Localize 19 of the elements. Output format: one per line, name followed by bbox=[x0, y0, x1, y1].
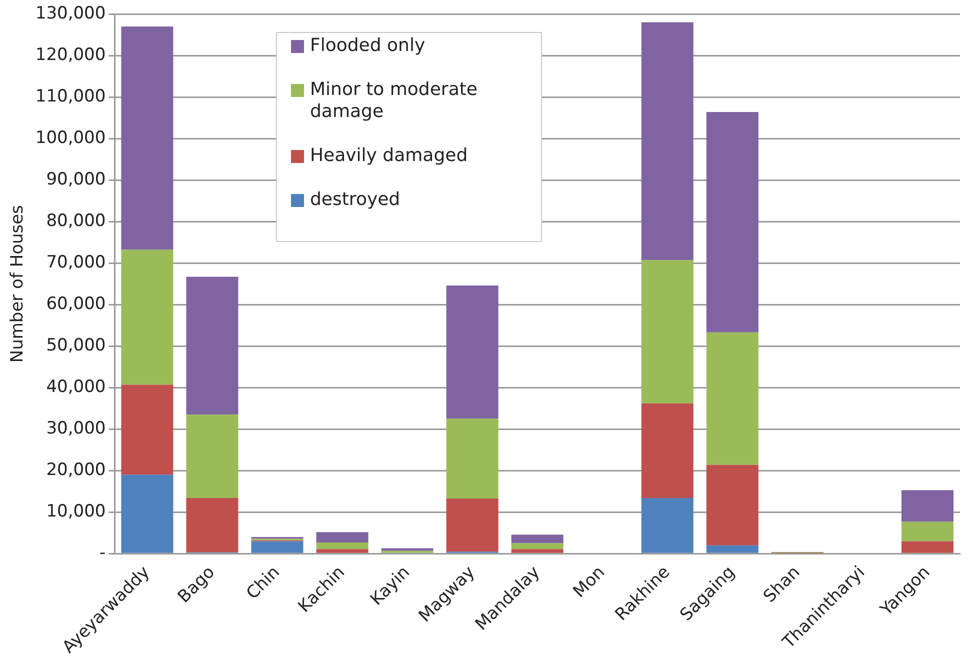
y-tick-label: 30,000 bbox=[46, 418, 106, 439]
y-tick-label: 80,000 bbox=[46, 210, 106, 231]
y-tick-label: 50,000 bbox=[46, 336, 106, 356]
y-tick-label: 130,000 bbox=[35, 3, 106, 24]
y-tick-label: 10,000 bbox=[46, 502, 106, 522]
legend-label: destroyed bbox=[310, 189, 400, 211]
y-tick-label: 40,000 bbox=[46, 377, 106, 398]
y-tick-label: 70,000 bbox=[46, 252, 106, 272]
y-tick-label: 120,000 bbox=[35, 44, 106, 65]
legend-label: Heavily damaged bbox=[310, 145, 468, 167]
y-tick-label: 20,000 bbox=[46, 460, 106, 480]
y-tick-label: 90,000 bbox=[46, 169, 106, 190]
y-tick-label: - bbox=[100, 543, 106, 564]
legend-label: Minor to moderate damage bbox=[310, 79, 478, 123]
y-tick-label: 60,000 bbox=[46, 294, 106, 314]
y-axis-title: Number of Houses bbox=[8, 204, 28, 363]
y-tick-label: 110,000 bbox=[35, 86, 106, 106]
legend-label: Flooded only bbox=[310, 35, 426, 57]
y-tick-label: 100,000 bbox=[35, 128, 106, 148]
